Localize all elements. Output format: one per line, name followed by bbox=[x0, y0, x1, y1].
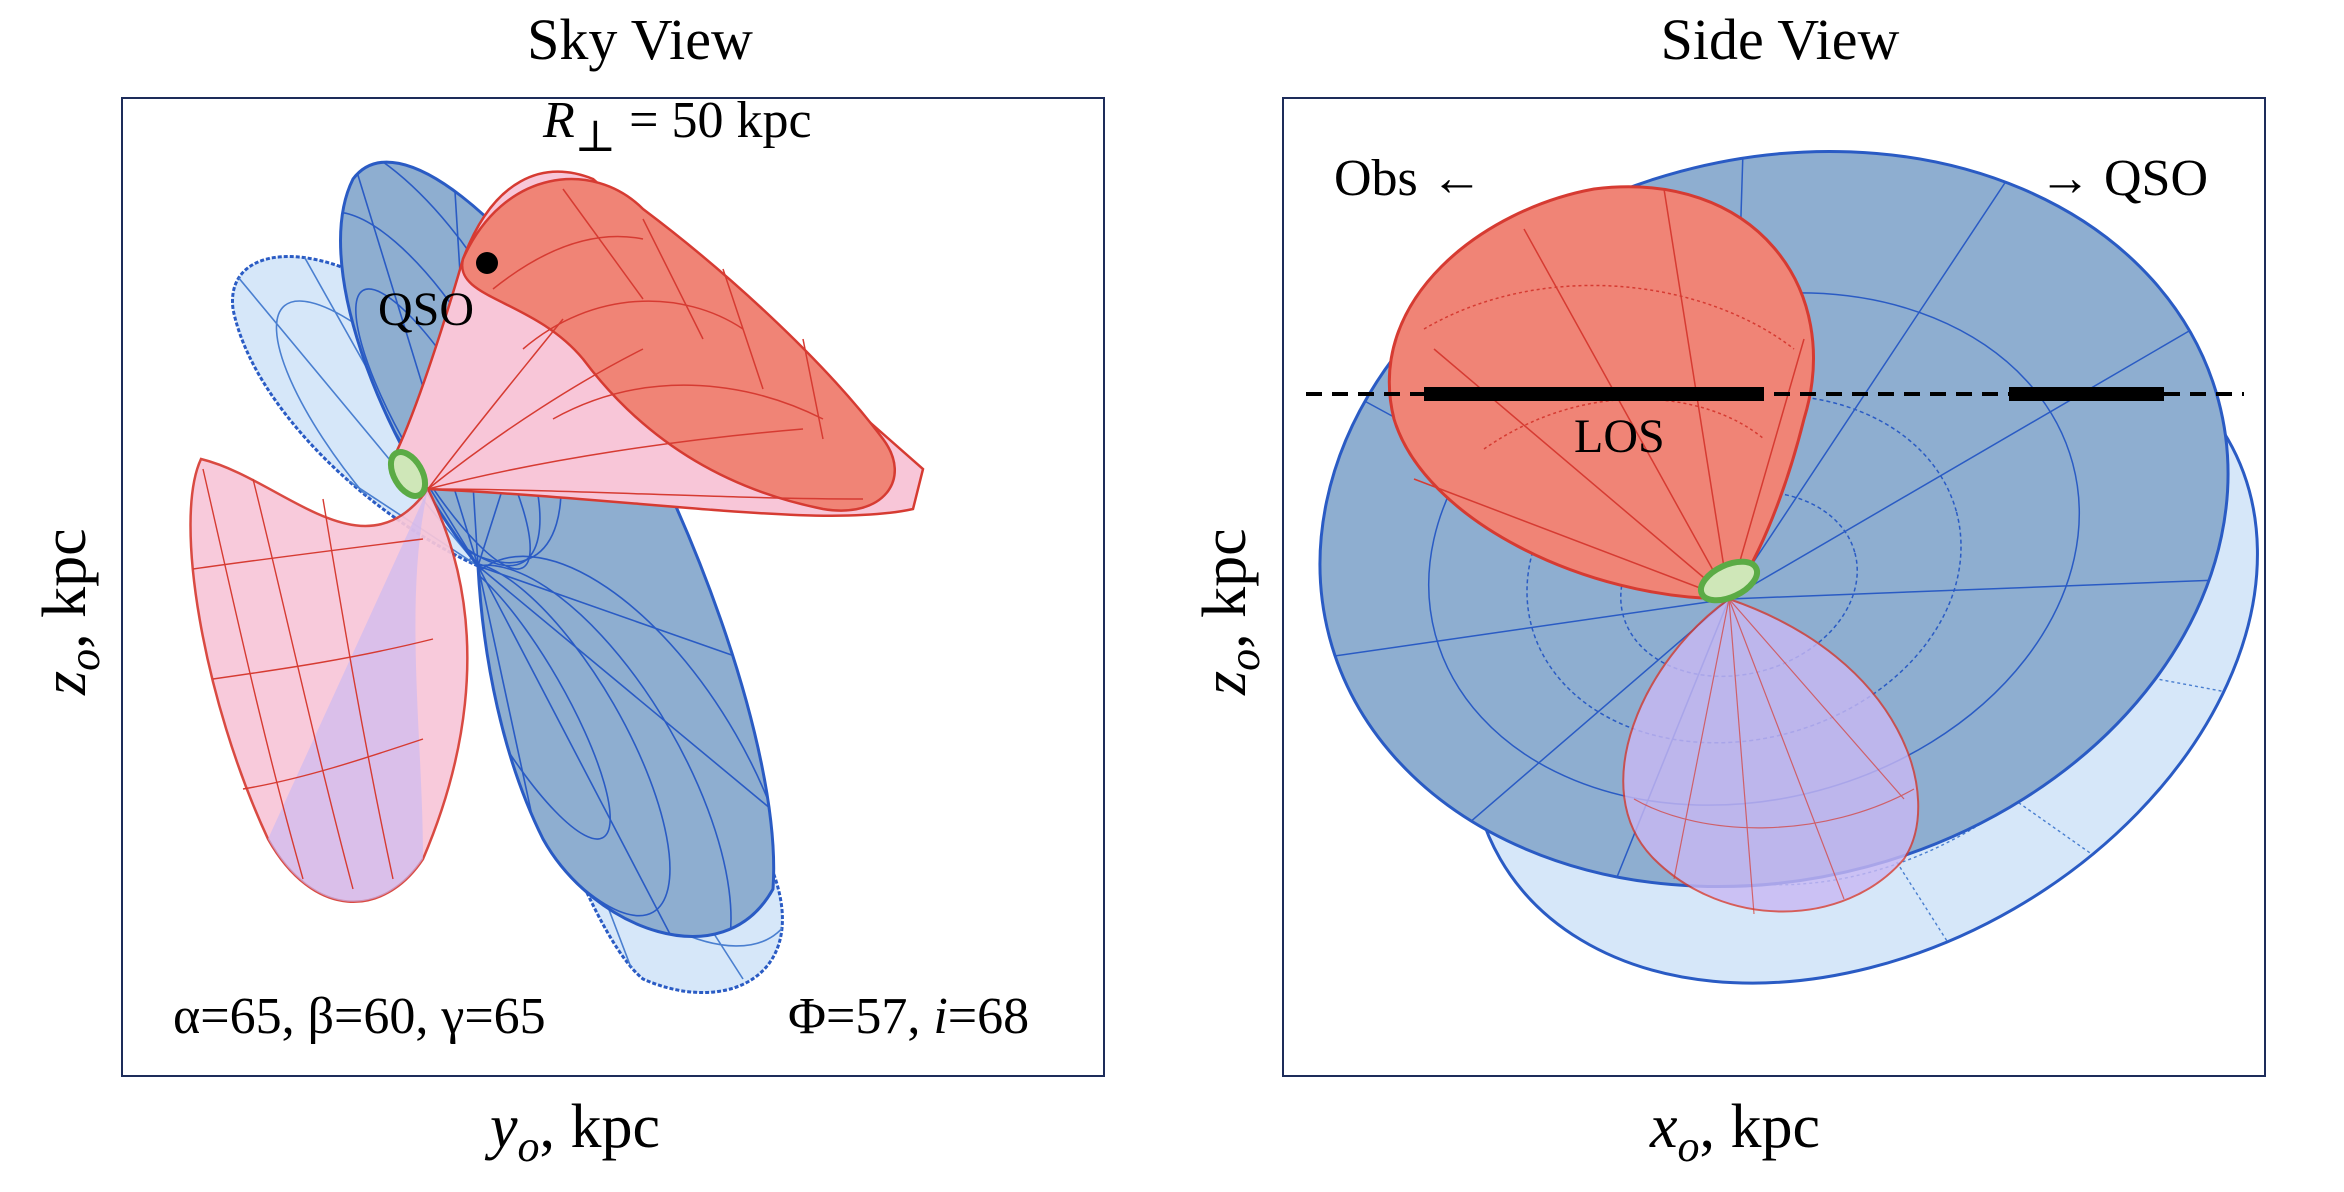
side-nucleus bbox=[1697, 558, 1761, 604]
sky-view-diagram bbox=[189, 160, 925, 994]
side-view-panel: Obs ← → QSO LOS bbox=[1282, 97, 2266, 1077]
sky-cone-upper bbox=[391, 170, 925, 517]
sky-y-axis-label: zo, kpc bbox=[31, 528, 109, 695]
side-y-axis-label: zo, kpc bbox=[1191, 528, 1269, 695]
side-view-diagram bbox=[1306, 118, 2264, 1000]
sky-phi-incl-label: Φ=57, i=68 bbox=[788, 988, 1030, 1045]
sky-qso-dot bbox=[476, 252, 498, 274]
side-cone-lower bbox=[1622, 597, 1920, 915]
side-x-axis-label: xo, kpc bbox=[1650, 1093, 1821, 1171]
sky-view-panel: R⊥ = 50 kpc QSO α=65, β=60, γ=65 Φ=57, i… bbox=[121, 97, 1105, 1077]
qso-arrow-icon: → bbox=[2039, 150, 2091, 207]
side-los-label: LOS bbox=[1574, 410, 1665, 463]
sky-radius-label: R⊥ = 50 kpc bbox=[543, 97, 812, 161]
sky-angles-label: α=65, β=60, γ=65 bbox=[173, 988, 546, 1045]
sky-view-title: Sky View bbox=[527, 7, 753, 72]
obs-arrow-icon: ← bbox=[1430, 150, 1483, 207]
side-view-title: Side View bbox=[1660, 7, 1900, 72]
side-qso-label: → QSO bbox=[2039, 150, 2209, 207]
sky-cone-lower bbox=[189, 457, 469, 903]
sky-x-axis-label: yo, kpc bbox=[490, 1093, 661, 1171]
sky-nucleus bbox=[387, 449, 429, 499]
side-obs-label: Obs ← bbox=[1334, 150, 1483, 207]
sky-qso-label: QSO bbox=[378, 283, 475, 336]
